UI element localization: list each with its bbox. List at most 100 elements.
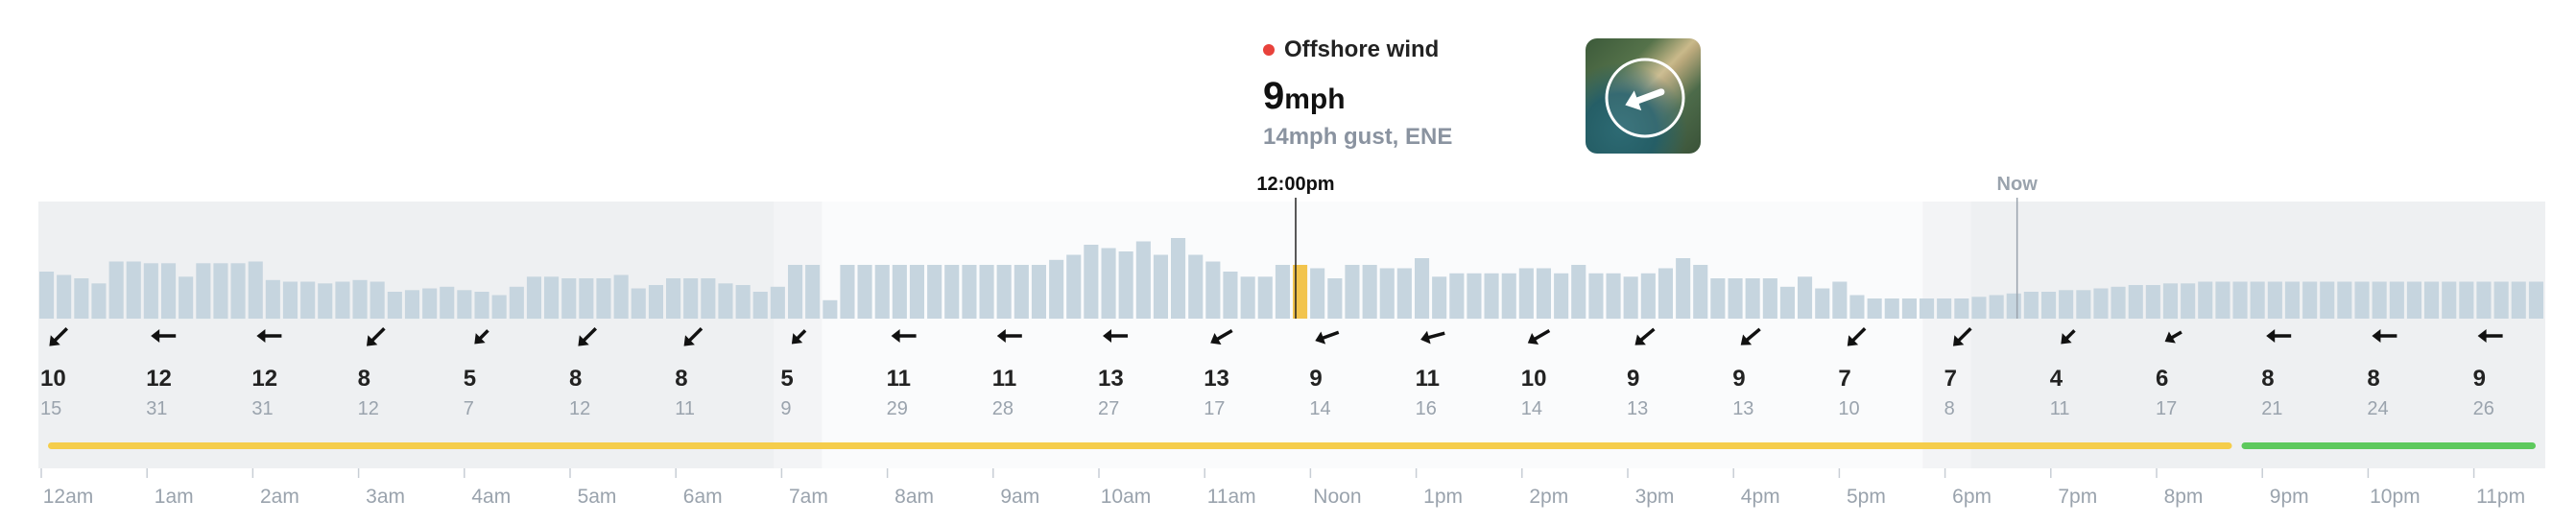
wind-bar	[683, 278, 699, 319]
time-label: 6am	[683, 486, 723, 508]
wind-bar	[1658, 268, 1673, 319]
wind-speed-label: 8	[2261, 366, 2274, 392]
gust-speed-label: 26	[2473, 398, 2494, 419]
wind-bar	[265, 279, 280, 320]
time-label: 8pm	[2164, 486, 2204, 508]
wind-direction-arrow	[683, 326, 704, 346]
wind-bar	[2406, 281, 2421, 319]
wind-bar	[1084, 245, 1099, 319]
wind-bar	[735, 285, 751, 319]
wind-bar	[1066, 254, 1082, 319]
wind-direction-arrow	[1740, 327, 1761, 345]
wind-bar	[1257, 276, 1273, 320]
gust-speed-label: 21	[2261, 398, 2282, 419]
wind-direction-arrow	[151, 329, 177, 343]
wind-bar	[2232, 281, 2248, 319]
time-label: 2am	[260, 486, 299, 508]
wind-bar	[701, 278, 716, 319]
wind-speed-label: 12	[251, 366, 277, 392]
wind-speed-label: 11	[1416, 366, 1440, 392]
wind-bar	[1971, 297, 1987, 320]
wind-bar	[2372, 281, 2387, 319]
gust-speed-label: 28	[992, 398, 1014, 419]
wind-bar	[1415, 258, 1430, 319]
wind-direction-arrow	[2164, 330, 2182, 344]
wind-bar	[1745, 278, 1760, 319]
wind-bar	[1396, 268, 1412, 319]
wind-bar	[1640, 273, 1656, 320]
wind-bar	[1014, 265, 1029, 319]
wind-direction-arrow	[1952, 326, 1972, 346]
gust-speed-label: 11	[2050, 398, 2070, 419]
wind-direction-arrow	[1847, 326, 1867, 346]
wind-bar	[840, 265, 855, 319]
wind-direction-arrow	[366, 326, 386, 346]
wind-bar	[2059, 290, 2074, 320]
wind-speed-label: 8	[358, 366, 370, 392]
offshore-status-dot	[1263, 44, 1275, 56]
speed-value: 9	[1263, 75, 1285, 117]
wind-bar	[1815, 288, 1830, 319]
wind-bar	[1310, 268, 1325, 319]
wind-bar	[74, 278, 89, 319]
wind-bar	[770, 286, 785, 320]
wind-bar	[352, 279, 368, 320]
wind-bar	[579, 278, 594, 319]
dawn-shade	[774, 202, 823, 468]
wind-bar	[823, 299, 838, 320]
wind-bar	[2215, 281, 2230, 319]
tooltip-speed: 9mph	[1263, 75, 1589, 118]
wind-direction-map-icon[interactable]	[1586, 38, 1701, 154]
gust-speed-label: 9	[780, 398, 791, 419]
wind-bar	[2476, 281, 2492, 319]
time-label: 2pm	[1529, 486, 1568, 508]
wind-bar	[1989, 295, 2004, 319]
wind-bar	[2128, 285, 2143, 319]
wind-bar	[1362, 265, 1377, 319]
wind-bar	[927, 265, 942, 319]
wind-bar	[91, 283, 107, 320]
wind-speed-label: 7	[1944, 366, 1957, 392]
wind-bar	[2076, 290, 2091, 320]
wind-bar	[2284, 281, 2300, 319]
wind-bar	[2528, 281, 2543, 319]
wind-bar	[213, 263, 228, 320]
wind-bar	[1327, 278, 1343, 319]
wind-speed-label: 9	[1309, 366, 1322, 392]
wind-bar	[996, 265, 1012, 319]
gust-speed-label: 12	[569, 398, 590, 419]
wind-bar	[752, 292, 768, 319]
wind-direction-arrow	[49, 326, 69, 346]
wind-direction-arrow	[1420, 330, 1445, 345]
gust-speed-label: 14	[1521, 398, 1542, 419]
gust-speed-label: 17	[2156, 398, 2177, 419]
wind-direction-arrow	[1527, 328, 1551, 345]
wind-bar	[2111, 286, 2126, 320]
wind-speed-label: 9	[1627, 366, 1639, 392]
gust-speed-label: 29	[887, 398, 908, 419]
wind-bar	[39, 272, 55, 319]
time-label: 10pm	[2370, 486, 2421, 508]
wind-speed-label: 4	[2050, 366, 2063, 392]
time-label: 7pm	[2058, 486, 2097, 508]
wind-direction-arrow	[996, 329, 1022, 343]
wind-bar	[857, 265, 872, 319]
wind-bar	[1554, 273, 1569, 320]
wind-bar	[648, 285, 663, 319]
wind-bar	[874, 265, 890, 319]
wind-direction-arrow	[2266, 329, 2292, 343]
wind-bar	[1031, 265, 1046, 319]
wind-direction-arrow	[2477, 329, 2503, 343]
wind-bar	[1606, 273, 1621, 320]
time-label: 11pm	[2476, 486, 2525, 508]
wind-speed-label: 5	[780, 366, 793, 392]
time-label: 9pm	[2270, 486, 2309, 508]
wind-bar	[126, 261, 141, 319]
wind-bar	[1501, 273, 1516, 320]
wind-bar	[2442, 281, 2457, 319]
wind-direction-arrow	[1210, 328, 1233, 345]
wind-bar	[1849, 295, 1865, 319]
wind-speed-label: 9	[1732, 366, 1745, 392]
wind-speed-label: 13	[1098, 366, 1124, 392]
